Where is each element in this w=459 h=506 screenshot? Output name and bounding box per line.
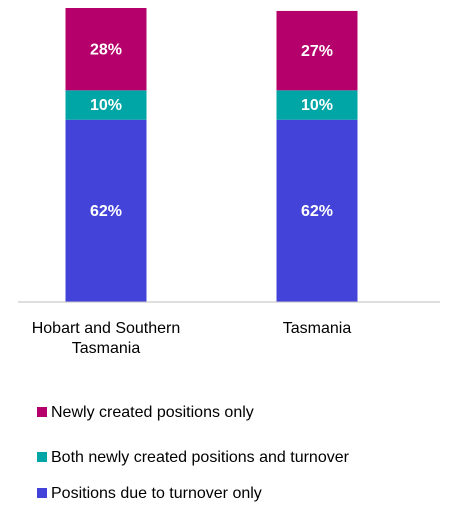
data-label: 27% [301,43,333,60]
bar-segment [65,8,147,91]
bar-segment [65,119,147,302]
data-label: 10% [301,97,333,114]
legend-label: Newly created positions only [51,404,254,421]
legend-label: Both newly created positions and turnove… [51,449,350,466]
data-label: 62% [301,203,333,220]
bar-segment [65,90,147,120]
data-label: 10% [90,97,122,114]
bar-segment [276,10,358,91]
x-tick-label: Hobart and Southern Tasmania [31,320,181,357]
x-tick-label: Tasmania [282,320,352,337]
bar-segment [276,90,358,120]
data-label: 28% [90,41,122,58]
legend-label: Positions due to turnover only [51,485,262,502]
legend-swatch [37,407,47,417]
legend-swatch [37,452,47,462]
data-label: 62% [90,203,122,220]
bar-segment [276,119,358,302]
legend-swatch [37,488,47,498]
